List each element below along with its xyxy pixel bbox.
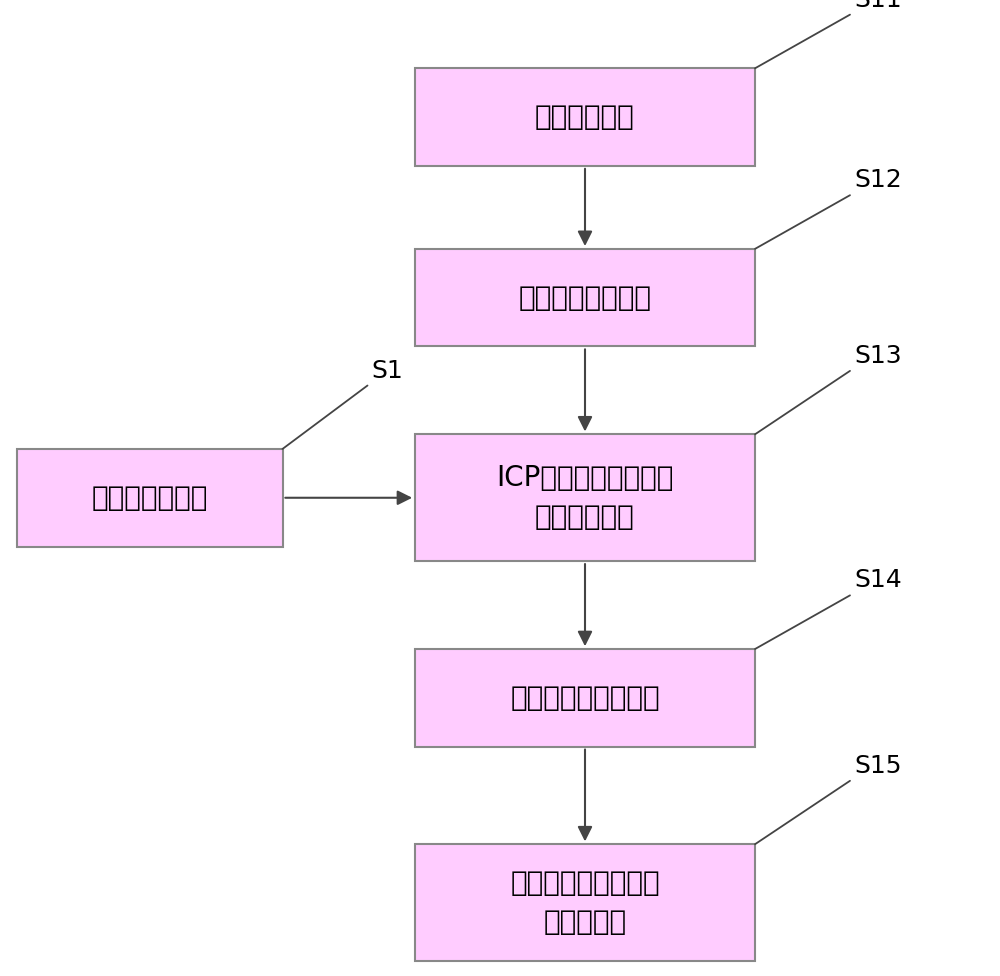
Bar	[415, 844, 755, 961]
Bar	[415, 249, 755, 346]
Text: ICP方法配准目标点集
与心脏模型库: ICP方法配准目标点集 与心脏模型库	[496, 465, 674, 531]
Text: 旋转平移生成心脏标
准视角图像: 旋转平移生成心脏标 准视角图像	[510, 870, 660, 936]
Text: 输入心脏图像: 输入心脏图像	[535, 103, 635, 131]
Bar	[415, 649, 755, 747]
Text: S11: S11	[854, 0, 902, 12]
Text: 建立心脏模型库: 建立心脏模型库	[92, 484, 208, 511]
Text: S13: S13	[854, 344, 902, 368]
Text: 提取左心室壁区域: 提取左心室壁区域	[518, 284, 652, 311]
Text: S15: S15	[854, 753, 902, 778]
Bar	[17, 449, 283, 547]
Text: S12: S12	[854, 168, 902, 192]
Bar	[415, 68, 755, 166]
Text: 计算长轴和短轴位置: 计算长轴和短轴位置	[510, 684, 660, 712]
Text: S1: S1	[372, 358, 403, 383]
Text: S14: S14	[854, 568, 902, 592]
Bar	[415, 434, 755, 561]
